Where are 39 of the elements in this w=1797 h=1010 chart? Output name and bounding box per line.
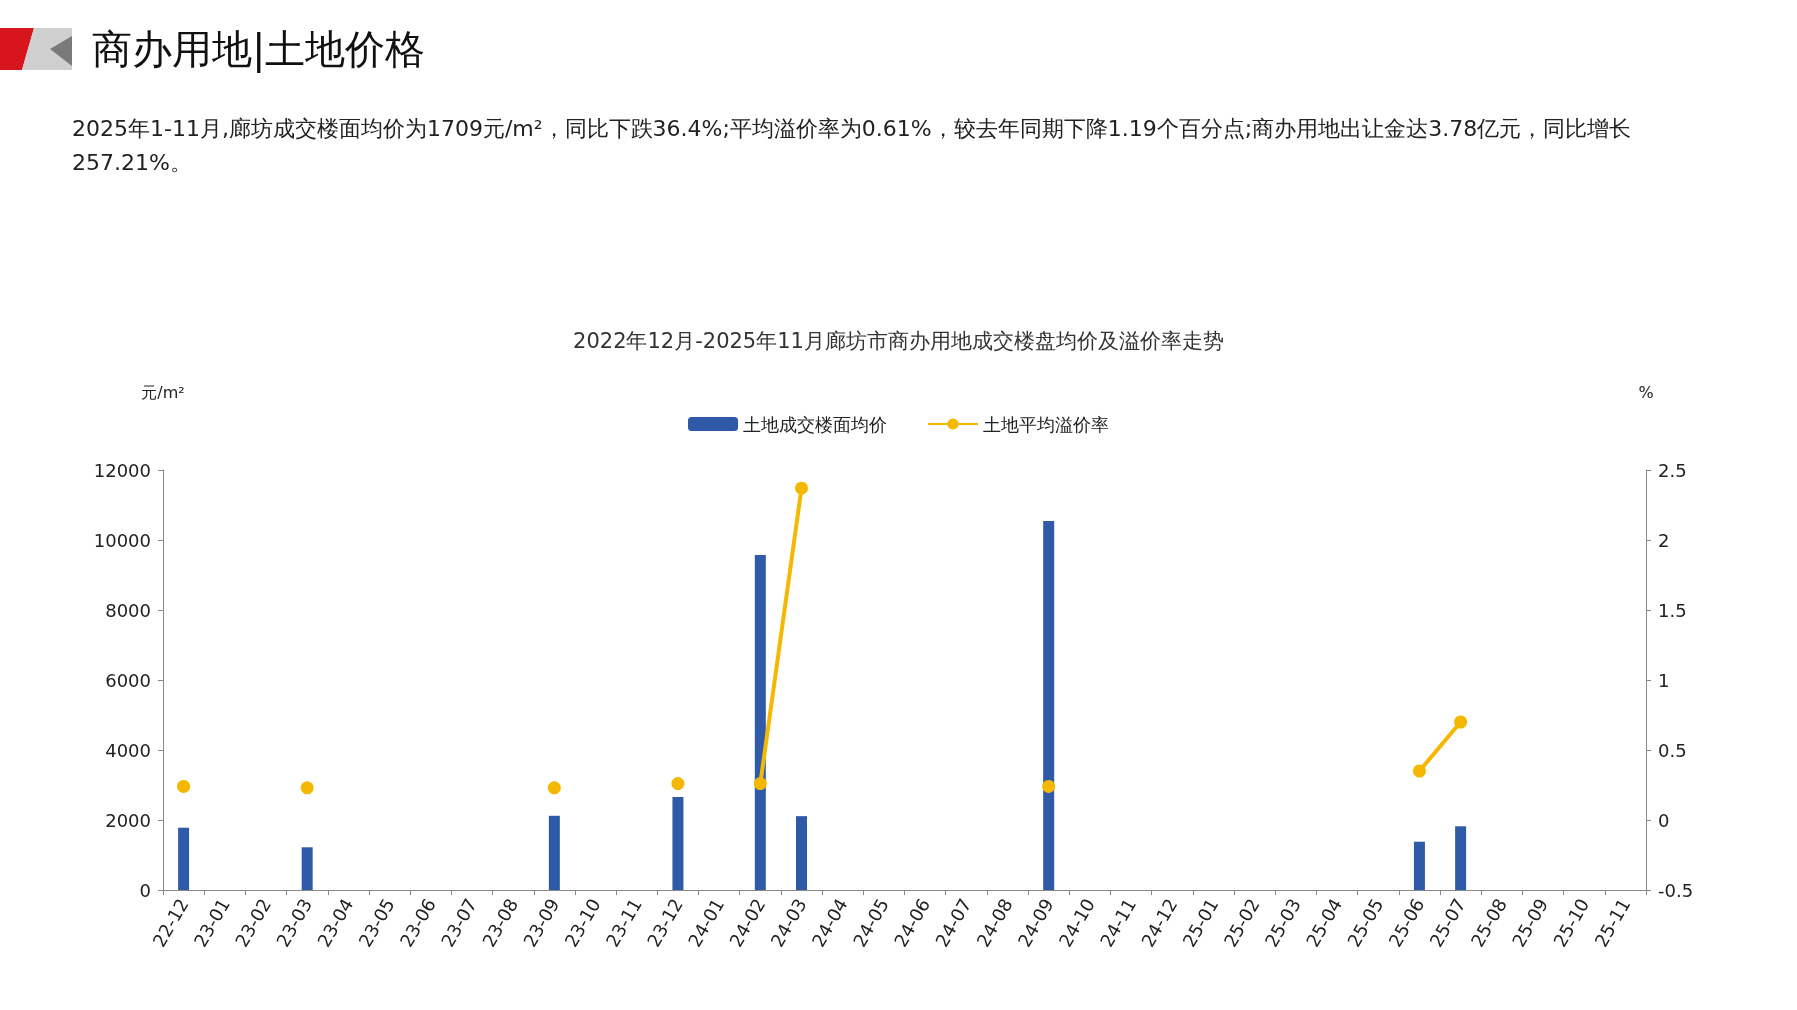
legend-label: 土地成交楼面均价	[743, 413, 887, 435]
point	[1412, 764, 1426, 778]
y2-tick-label: 2.5	[1658, 459, 1687, 481]
y-tick-label: 6000	[105, 669, 151, 691]
y-tick-label: 12000	[93, 459, 151, 481]
y-tick-label: 0	[139, 879, 151, 901]
point	[300, 781, 314, 795]
bar	[1043, 521, 1055, 890]
text: 2025年1-11月,廊坊成交楼面均价为1709元/m²，同比下跌36.4%;平均溢价率为0.61%，较去年同期下降1.19个百分点;商办用地出让金达3.78亿元，同比增长257.21%。	[72, 115, 1633, 177]
y-tick-label: 10000	[93, 529, 151, 551]
bar	[754, 555, 766, 890]
point	[795, 481, 809, 495]
point	[1042, 779, 1056, 793]
point	[671, 777, 685, 791]
y-axis-title: 元/m²	[141, 382, 185, 402]
y2-tick-label: 2	[1658, 529, 1670, 551]
point	[1454, 715, 1468, 729]
bar	[1413, 841, 1425, 890]
y2-tick-label: 1.5	[1658, 599, 1687, 621]
bar	[548, 815, 560, 890]
point	[547, 781, 561, 795]
bar	[178, 827, 190, 890]
point	[177, 779, 191, 793]
y-tick-label: 8000	[105, 599, 151, 621]
bar	[1455, 826, 1467, 890]
chart-title: 2022年12月-2025年11月廊坊市商办用地成交楼盘均价及溢价率走势	[573, 328, 1224, 353]
bar	[672, 796, 684, 890]
point	[753, 777, 767, 791]
y2-tick-label: 0.5	[1658, 739, 1687, 761]
y2-tick-label: 0	[1658, 809, 1670, 831]
y-tick-label: 4000	[105, 739, 151, 761]
y2-tick-label: 1	[1658, 669, 1670, 691]
text: 商办用地|土地价格	[92, 25, 426, 75]
bar	[796, 816, 808, 890]
y2-axis-title: %	[1638, 382, 1654, 402]
bar	[301, 847, 313, 890]
y2-tick-label: -0.5	[1658, 879, 1694, 901]
y-tick-label: 2000	[105, 809, 151, 831]
legend-label: 土地平均溢价率	[983, 413, 1109, 435]
